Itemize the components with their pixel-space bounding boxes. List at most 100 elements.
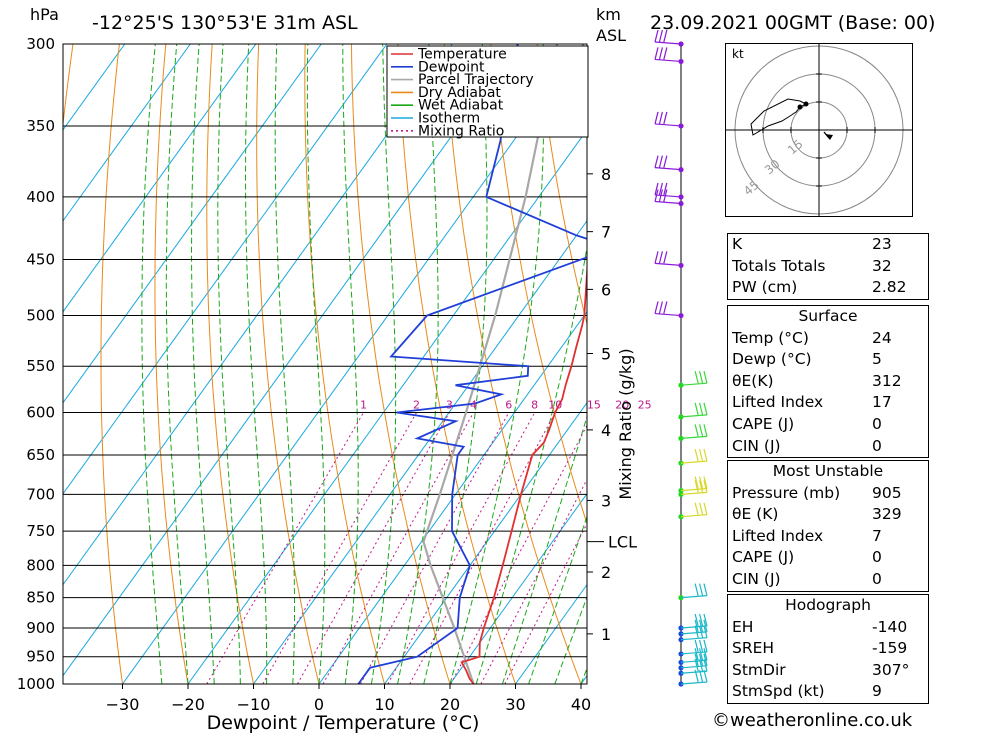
- wind-barb-flag: [703, 502, 708, 515]
- wind-barb-flag: [698, 648, 704, 661]
- mixing-ratio-axis-label: Mixing Ratio (g/kg): [616, 348, 635, 499]
- temperature-tick-label: 40: [571, 695, 591, 714]
- isotherm-line: [187, 128, 587, 684]
- wind-barb: [680, 670, 708, 674]
- isotherm-line: [63, 44, 322, 404]
- wind-barb-flag: [698, 371, 704, 384]
- wind-barb: [654, 194, 682, 198]
- wind-barb-flag: [703, 476, 708, 489]
- pressure-tick-label: 800: [26, 556, 55, 574]
- mixing-ratio-label: 15: [587, 398, 601, 411]
- wind-barb-flag: [703, 448, 708, 462]
- stmdir-row: StmDir 307°: [732, 660, 910, 679]
- wind-barb-flag: [663, 155, 668, 168]
- dry-adiabat-line: [490, 44, 587, 526]
- wind-barb: [680, 631, 708, 635]
- pressure-tick-label: 500: [26, 307, 55, 325]
- wind-barb: [654, 58, 682, 63]
- wind-barb: [680, 382, 708, 386]
- wind-barb-flag: [663, 29, 668, 43]
- wind-barb-flag: [703, 653, 708, 666]
- mixing-ratio-label: 1: [360, 398, 367, 411]
- wind-barb-flag: [654, 301, 659, 314]
- pressure-tick-label: 950: [26, 648, 55, 666]
- wind-barb-flag: [663, 301, 668, 314]
- wind-barb-flag: [694, 480, 699, 493]
- wind-barb: [680, 460, 708, 464]
- wet-adiabat-line: [423, 44, 488, 684]
- totals-row: Totals Totals 32: [732, 256, 892, 275]
- hodograph-plot: kt 15 30 45: [726, 44, 912, 216]
- surface-li-row: Lifted Index 17: [732, 393, 892, 412]
- wind-barb-flag: [694, 639, 699, 653]
- isotherm-line: [253, 219, 587, 684]
- dewpoint-line: [357, 44, 587, 684]
- wind-barb: [654, 200, 682, 205]
- wind-barb: [654, 123, 682, 127]
- wind-barb-flag: [703, 424, 708, 437]
- wind-barb-flag: [703, 583, 708, 596]
- wind-barb-flag: [698, 424, 704, 437]
- mu-pressure-row: Pressure (mb) 905: [732, 483, 902, 502]
- dry-adiabat-line: [154, 44, 189, 684]
- dry-adiabat-line: [397, 44, 516, 684]
- mu-cape-row: CAPE (J) 0: [732, 548, 882, 567]
- profiles: [357, 44, 587, 684]
- temperature-tick-label: −10: [237, 695, 271, 714]
- wind-barb-flag: [654, 29, 659, 43]
- pressure-tick-label: 1000: [17, 675, 55, 693]
- eh-row: EH -140: [732, 617, 908, 636]
- wind-barb-flag: [658, 29, 664, 43]
- wind-barb-flag: [654, 155, 659, 168]
- temperature-line: [460, 259, 587, 684]
- dry-adiabat-line: [206, 44, 254, 684]
- wind-barb: [680, 665, 708, 669]
- mixing-ratio-line: [480, 478, 587, 684]
- temperature-tick-label: 20: [440, 695, 460, 714]
- wind-barb-flag: [698, 583, 704, 596]
- wind-barb: [654, 167, 682, 171]
- hodo-ring-label-30: 30: [762, 157, 783, 178]
- wind-barb: [654, 41, 682, 45]
- height-tick-label: 5: [601, 344, 611, 363]
- datetime-title: 23.09.2021 00GMT (Base: 00): [650, 12, 935, 34]
- wind-barb: [680, 487, 708, 492]
- pressure-tick-label: 700: [26, 485, 55, 503]
- wind-barbs: [654, 29, 708, 687]
- surface-title: Surface: [798, 307, 858, 325]
- dry-adiabat-line: [351, 44, 451, 684]
- isotherm-line: [63, 44, 519, 677]
- hodograph: kt 15 30 45: [725, 43, 913, 217]
- mixing-ratio-label: 10: [548, 398, 562, 411]
- mu-theta-row: θE (K) 329: [732, 505, 902, 524]
- pressure-tick-label: 900: [26, 619, 55, 637]
- hodo-ring-label-15: 15: [785, 137, 806, 158]
- height-tick-label: 3: [601, 491, 611, 510]
- wind-barb-flag: [694, 659, 699, 672]
- wind-barb: [680, 651, 708, 655]
- wind-barb-flag: [703, 613, 708, 627]
- legend-label: Dry Adiabat: [418, 85, 501, 101]
- height-tick-label: 7: [601, 223, 611, 242]
- height-tick-label: 2: [601, 563, 611, 582]
- wind-barb-flag: [694, 424, 699, 437]
- temperature-tick-label: 0: [314, 695, 324, 714]
- temperature-tick-label: −20: [171, 695, 205, 714]
- wind-barb-flag: [658, 155, 664, 168]
- height-ticks: 8 7 6 5 4 3 2 1 LCL: [587, 165, 637, 644]
- isotherm-line: [63, 44, 191, 222]
- stmspd-row: StmSpd (kt) 9: [732, 682, 882, 701]
- wind-barb-flag: [663, 189, 668, 202]
- mixing-ratio-label: 4: [470, 398, 477, 411]
- wind-barb-flag: [654, 189, 659, 202]
- height-tick-label: 1: [601, 625, 611, 644]
- wind-barb-flag: [663, 251, 668, 264]
- most-unstable-title: Most Unstable: [772, 462, 884, 480]
- location-title: -12°25'S 130°53'E 31m ASL: [92, 12, 358, 34]
- mu-li-row: Lifted Index 7: [732, 526, 882, 545]
- wind-barb-flag: [654, 251, 659, 264]
- surface-dewp-row: Dewp (°C) 5: [732, 350, 882, 369]
- temperature-tick-label: 30: [505, 695, 525, 714]
- asl-label: ASL: [596, 26, 626, 45]
- wind-barb: [680, 595, 708, 599]
